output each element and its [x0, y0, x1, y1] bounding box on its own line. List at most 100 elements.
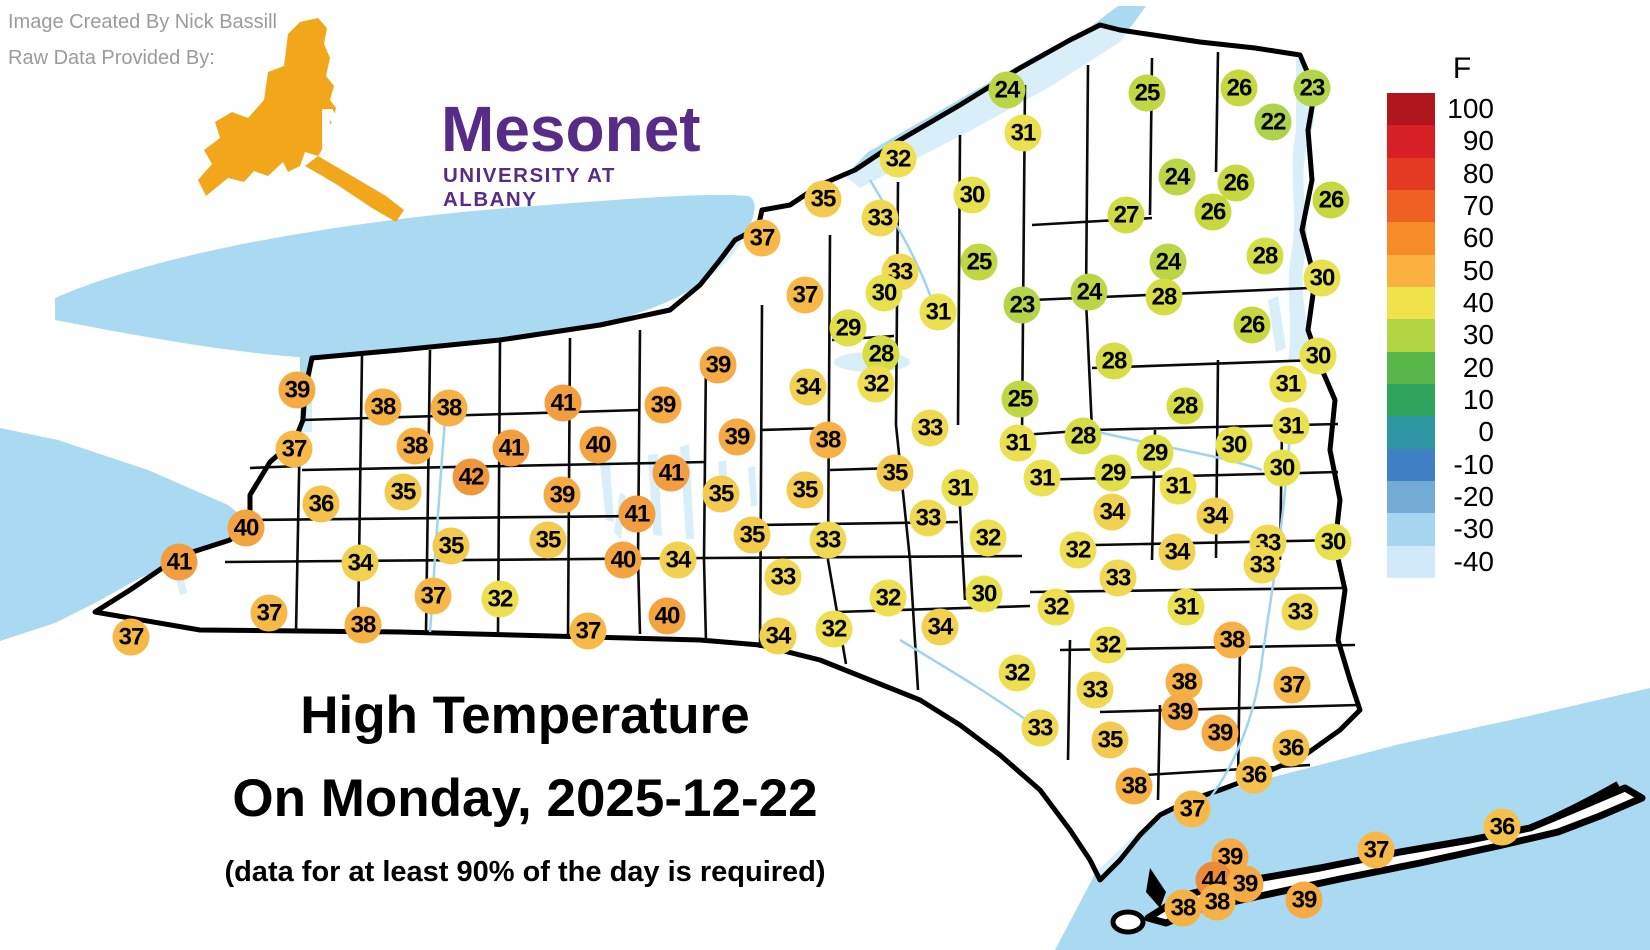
- legend-tick-label: 50: [1462, 254, 1494, 286]
- lake-ontario: [55, 194, 755, 358]
- station-marker: 33: [809, 521, 847, 559]
- station-marker: 40: [648, 597, 686, 635]
- station-marker: 31: [999, 424, 1037, 462]
- station-marker: 34: [1196, 497, 1234, 535]
- legend-color-cell: [1387, 383, 1435, 417]
- station-marker: 31: [1159, 467, 1197, 505]
- station-marker: 26: [1217, 164, 1255, 202]
- station-marker: 25: [1128, 74, 1166, 112]
- station-marker: 34: [659, 541, 697, 579]
- station-marker: 34: [789, 368, 827, 406]
- station-marker: 38: [809, 421, 847, 459]
- station-marker: 32: [1037, 588, 1075, 626]
- legend-tick-label: -10: [1453, 448, 1494, 480]
- legend-unit-label: F: [1452, 52, 1472, 85]
- staten-island: [1110, 909, 1146, 935]
- station-marker: 31: [1272, 407, 1310, 445]
- mohawk-river: [1089, 428, 1263, 472]
- station-marker: 37: [1273, 666, 1311, 704]
- map-title: High Temperature On Monday, 2025-12-22 (…: [170, 685, 880, 889]
- legend-color-cell: [1387, 480, 1435, 514]
- legend-color-cell: [1387, 448, 1435, 482]
- legend-color-cell: [1387, 286, 1435, 320]
- station-marker: 32: [869, 579, 907, 617]
- station-marker: 38: [1213, 621, 1251, 659]
- station-marker: 41: [618, 495, 656, 533]
- station-marker: 41: [160, 543, 198, 581]
- station-marker: 39: [644, 386, 682, 424]
- station-marker: 40: [604, 541, 642, 579]
- station-marker: 26: [1194, 193, 1232, 231]
- legend-color-cell: [1387, 351, 1435, 385]
- legend-tick-label: 30: [1462, 319, 1494, 351]
- station-marker: 34: [1093, 493, 1131, 531]
- station-marker: 30: [865, 274, 903, 312]
- station-marker: 32: [481, 580, 519, 618]
- station-marker: 29: [829, 309, 867, 347]
- station-marker: 41: [652, 454, 690, 492]
- logo-mesonet-text: Mesonet: [441, 93, 701, 165]
- station-marker: 24: [1070, 273, 1108, 311]
- station-marker: 37: [786, 276, 824, 314]
- station-marker: 26: [1220, 69, 1258, 107]
- station-marker: 28: [1145, 278, 1183, 316]
- long-island-shape: [1144, 784, 1646, 927]
- station-marker: 31: [1269, 365, 1307, 403]
- station-marker: 38: [364, 388, 402, 426]
- station-marker: 38: [430, 389, 468, 427]
- station-marker: 37: [250, 594, 288, 632]
- north-fork: [1528, 781, 1620, 831]
- station-marker: 40: [579, 426, 617, 464]
- station-marker: 29: [1136, 434, 1174, 472]
- station-marker: 27: [1107, 196, 1145, 234]
- station-marker: 33: [1099, 559, 1137, 597]
- station-marker: 39: [1285, 881, 1323, 919]
- station-marker: 36: [1483, 808, 1521, 846]
- station-marker: 37: [275, 430, 313, 468]
- station-marker: 23: [1003, 286, 1041, 324]
- station-marker: 25: [960, 243, 998, 281]
- legend-color-cell: [1387, 93, 1435, 126]
- legend-tick-label: -30: [1453, 513, 1494, 545]
- station-marker: 31: [1004, 114, 1042, 152]
- station-marker: 32: [1059, 531, 1097, 569]
- legend-tick-label: 20: [1462, 351, 1494, 383]
- station-marker: 28: [1064, 417, 1102, 455]
- hudson-river: [1194, 429, 1292, 816]
- station-marker: 23: [1293, 69, 1331, 107]
- station-marker: 32: [879, 140, 917, 178]
- legend-color-cell: [1387, 157, 1435, 191]
- station-marker: 32: [1089, 626, 1127, 664]
- station-marker: 33: [1243, 546, 1281, 584]
- station-marker: 33: [764, 558, 802, 596]
- title-line-1: High Temperature: [300, 686, 750, 745]
- station-marker: 24: [1149, 243, 1187, 281]
- lake-erie: [0, 428, 247, 641]
- station-marker: 38: [1164, 889, 1202, 927]
- station-marker: 39: [1161, 693, 1199, 731]
- logo-ny-shape-icon: [198, 18, 404, 222]
- station-marker: 30: [965, 575, 1003, 613]
- station-marker: 31: [919, 293, 957, 331]
- station-marker: 26: [1233, 306, 1271, 344]
- legend-color-cell: [1387, 189, 1435, 223]
- station-marker: 35: [786, 471, 824, 509]
- station-marker: 38: [396, 427, 434, 465]
- legend-color-cell: [1387, 125, 1435, 159]
- credits: Image Created By Nick Bassill Raw Data P…: [8, 4, 277, 76]
- station-marker: 33: [1076, 671, 1114, 709]
- legend-color-cell: [1387, 513, 1435, 547]
- station-marker: 34: [921, 608, 959, 646]
- station-marker: 26: [1312, 181, 1350, 219]
- station-marker: 35: [876, 454, 914, 492]
- station-marker: 33: [1281, 593, 1319, 631]
- station-marker: 35: [529, 521, 567, 559]
- station-marker: 39: [543, 476, 581, 514]
- legend-color-cell: [1387, 319, 1435, 353]
- station-marker: 37: [1173, 790, 1211, 828]
- legend-tick-label: 40: [1462, 287, 1494, 319]
- station-marker: 35: [1091, 721, 1129, 759]
- station-marker: 32: [815, 610, 853, 648]
- station-marker: 35: [733, 516, 771, 554]
- station-marker: 35: [804, 180, 842, 218]
